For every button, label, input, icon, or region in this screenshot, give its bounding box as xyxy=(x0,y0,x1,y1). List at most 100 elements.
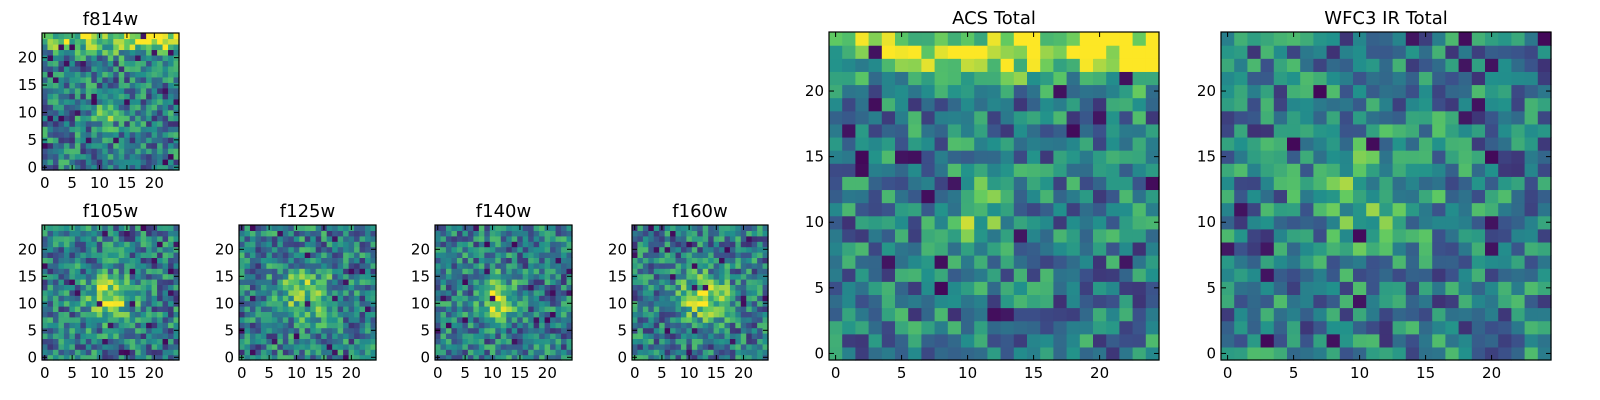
pixel-cell xyxy=(151,273,158,280)
pixel-cell xyxy=(664,241,671,248)
pixel-cell xyxy=(47,225,54,231)
pixel-cell xyxy=(697,246,704,253)
pixel-cell xyxy=(1537,320,1552,335)
pixel-cell xyxy=(740,235,747,242)
pixel-cell xyxy=(500,316,507,323)
pixel-cell xyxy=(113,164,120,171)
pixel-cell xyxy=(680,235,687,242)
pixel-cell xyxy=(881,333,896,348)
pixel-cell xyxy=(365,327,372,334)
pixel-cell xyxy=(63,252,70,258)
pixel-cell xyxy=(478,349,485,356)
pixel-cell xyxy=(1066,202,1081,217)
pixel-cell xyxy=(934,136,949,151)
pixel-cell xyxy=(304,295,311,302)
pixel-cell xyxy=(1432,123,1446,138)
pixel-cell xyxy=(478,262,485,269)
pixel-cell xyxy=(1366,176,1380,191)
pixel-cell xyxy=(648,322,655,329)
pixel-cell xyxy=(1471,71,1486,86)
pixel-cell xyxy=(47,43,54,51)
pixel-cell xyxy=(533,354,540,361)
pixel-cell xyxy=(293,349,300,356)
pixel-cell xyxy=(80,241,87,248)
pixel-cell xyxy=(506,279,513,285)
pixel-cell xyxy=(829,58,843,72)
pixel-cell xyxy=(511,225,518,231)
pixel-cell xyxy=(724,354,731,361)
pixel-cell xyxy=(539,246,546,253)
pixel-cell xyxy=(42,311,49,318)
pixel-cell xyxy=(724,311,731,318)
pixel-cell xyxy=(173,104,180,111)
pixel-cell xyxy=(96,115,103,122)
pixel-cell xyxy=(1471,228,1486,243)
pixel-cell xyxy=(1027,45,1041,59)
pixel-cell xyxy=(719,322,726,329)
pixel-cell xyxy=(632,257,639,264)
pixel-cell xyxy=(359,333,366,339)
pixel-cell xyxy=(42,104,49,111)
pixel-cell xyxy=(1260,71,1275,86)
pixel-cell xyxy=(162,354,169,361)
pixel-cell xyxy=(1013,123,1028,138)
pixel-cell xyxy=(157,338,164,345)
pixel-cell xyxy=(757,333,764,339)
pixel-cell xyxy=(921,163,936,177)
x-tick-label: 5 xyxy=(67,364,77,382)
pixel-cell xyxy=(1313,241,1328,256)
pixel-cell xyxy=(1524,110,1539,125)
pixel-cell xyxy=(653,284,660,291)
pixel-cell xyxy=(282,273,289,280)
pixel-cell xyxy=(675,354,682,361)
pixel-cell xyxy=(1132,45,1147,59)
pixel-cell xyxy=(299,284,306,291)
pixel-cell xyxy=(271,322,278,329)
pixel-cell xyxy=(1053,163,1068,177)
pixel-cell xyxy=(522,343,529,350)
pixel-cell xyxy=(124,65,131,72)
pixel-cell xyxy=(266,262,273,269)
pixel-cell xyxy=(1471,123,1486,138)
pixel-cell xyxy=(550,289,557,296)
pixel-cell xyxy=(168,230,175,237)
axes-frame xyxy=(41,32,180,171)
pixel-cell xyxy=(293,311,300,318)
pixel-cell xyxy=(1234,176,1248,191)
pixel-cell xyxy=(1000,215,1015,230)
pixel-cell xyxy=(107,115,114,122)
pixel-cell xyxy=(1326,202,1341,217)
pixel-cell xyxy=(85,295,92,302)
pixel-cell xyxy=(260,295,267,302)
pixel-cell xyxy=(91,311,98,318)
pixel-cell xyxy=(1498,71,1512,86)
pixel-cell xyxy=(511,333,518,339)
pixel-cell xyxy=(146,159,153,166)
pixel-cell xyxy=(47,153,54,160)
pixel-cell xyxy=(539,252,546,258)
pixel-cell xyxy=(1040,346,1054,361)
pixel-cell xyxy=(102,354,109,361)
pixel-cell xyxy=(746,322,753,329)
pixel-cell xyxy=(528,273,535,280)
pixel-cell xyxy=(642,311,649,318)
pixel-cell xyxy=(135,273,142,280)
pixel-cell xyxy=(435,316,442,323)
pixel-cell xyxy=(445,284,453,291)
pixel-cell xyxy=(168,126,175,133)
pixel-cell xyxy=(1066,307,1081,322)
pixel-cell xyxy=(348,300,355,307)
pixel-cell xyxy=(1379,255,1394,269)
pixel-cell xyxy=(162,316,169,323)
pixel-cell xyxy=(632,235,639,242)
pixel-cell xyxy=(326,300,333,307)
pixel-cell xyxy=(370,262,377,269)
pixel-cell xyxy=(113,120,120,127)
pixel-cell xyxy=(1053,176,1068,191)
pixel-cell xyxy=(1313,123,1328,138)
pixel-cell xyxy=(484,311,491,318)
pixel-cell xyxy=(80,289,87,296)
axes-frame xyxy=(631,224,769,361)
pixel-cell xyxy=(365,316,372,323)
pixel-cell xyxy=(47,349,54,356)
